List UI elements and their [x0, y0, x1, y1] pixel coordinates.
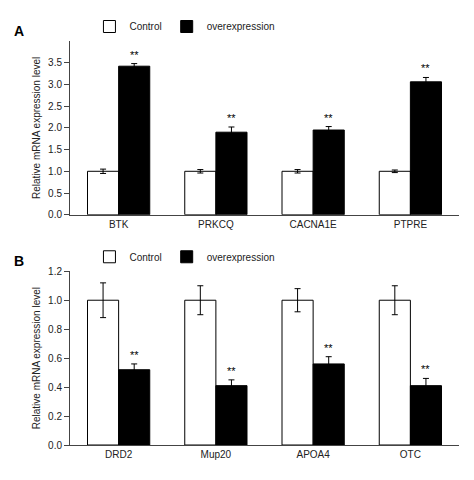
svg-text:Relative mRNA expression level: Relative mRNA expression level [31, 287, 42, 429]
svg-text:DRD2: DRD2 [105, 449, 133, 460]
svg-text:2.0: 2.0 [48, 122, 62, 133]
svg-text:Control: Control [129, 21, 161, 32]
svg-text:APOA4: APOA4 [296, 449, 330, 460]
svg-text:PRKCQ: PRKCQ [198, 219, 234, 230]
svg-text:2.5: 2.5 [48, 101, 62, 112]
svg-text:**: ** [227, 112, 236, 124]
svg-text:1.5: 1.5 [48, 144, 62, 155]
svg-text:**: ** [130, 349, 139, 361]
svg-text:PTPRE: PTPRE [394, 219, 428, 230]
svg-text:0.2: 0.2 [48, 411, 62, 422]
svg-text:0.0: 0.0 [48, 209, 62, 220]
svg-text:**: ** [324, 112, 333, 124]
svg-text:**: ** [227, 365, 236, 377]
svg-text:Relative mRNA expression level: Relative mRNA expression level [31, 57, 42, 199]
svg-text:overexpression: overexpression [207, 21, 275, 32]
svg-text:0.0: 0.0 [48, 440, 62, 451]
svg-text:**: ** [324, 342, 333, 354]
svg-text:1.0: 1.0 [48, 295, 62, 306]
svg-text:OTC: OTC [400, 449, 421, 460]
svg-text:**: ** [130, 49, 139, 61]
svg-text:Control: Control [129, 252, 161, 263]
svg-text:CACNA1E: CACNA1E [290, 219, 338, 230]
svg-text:1.0: 1.0 [48, 166, 62, 177]
svg-text:1.2: 1.2 [48, 266, 62, 277]
svg-text:overexpression: overexpression [207, 252, 275, 263]
svg-text:3.0: 3.0 [48, 79, 62, 90]
svg-text:Mup20: Mup20 [201, 449, 232, 460]
svg-text:BTK: BTK [109, 219, 129, 230]
svg-text:0.8: 0.8 [48, 324, 62, 335]
svg-text:A: A [14, 23, 24, 39]
svg-text:3.5: 3.5 [48, 57, 62, 68]
svg-text:**: ** [421, 363, 430, 375]
svg-text:**: ** [421, 62, 430, 74]
svg-text:0.4: 0.4 [48, 382, 62, 393]
svg-text:B: B [14, 253, 24, 269]
svg-text:0.6: 0.6 [48, 353, 62, 364]
svg-text:0.5: 0.5 [48, 188, 62, 199]
